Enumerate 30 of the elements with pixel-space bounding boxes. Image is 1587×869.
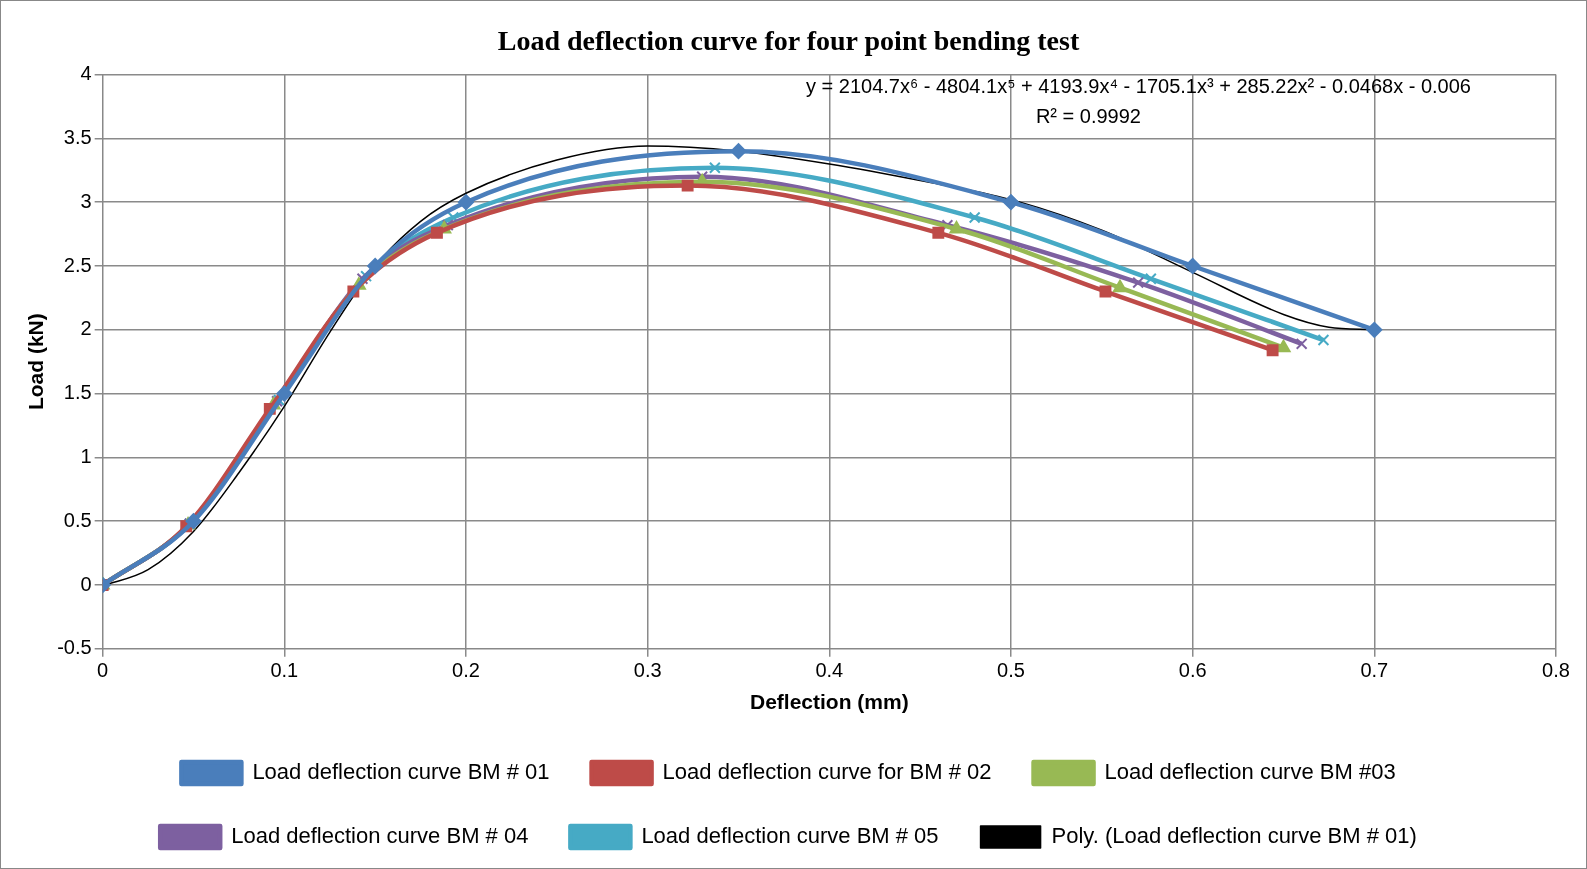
x-tick-label: 0 (97, 659, 109, 682)
legend-label: Load deflection curve BM # 01 (252, 759, 550, 785)
y-tick-label: 4 (80, 62, 92, 85)
x-tick-label: 0.5 (997, 659, 1025, 682)
x-tick-label: 0.8 (1542, 659, 1570, 682)
x-tick-label: 0.2 (452, 659, 480, 682)
y-tick-label: 1 (80, 444, 92, 467)
y-tick-label: 3 (80, 189, 92, 212)
y-tick-label: 2 (80, 317, 92, 340)
legend-label: Load deflection curve BM # 04 (231, 823, 529, 849)
y-tick-label: 3.5 (63, 125, 92, 148)
y-axis-title: Load (kN) (24, 313, 48, 411)
legend-label: Load deflection curve BM #03 (1104, 759, 1396, 785)
y-tick-label: 0.5 (63, 508, 92, 531)
y-tick-label: 2.5 (63, 253, 92, 276)
x-tick-label: 0.6 (1178, 659, 1207, 682)
y-tick-label: 0 (80, 572, 92, 595)
legend-label: Load deflection curve BM # 05 (641, 823, 939, 849)
x-axis-title: Deflection (mm) (749, 690, 909, 714)
y-tick-label: 1.5 (63, 381, 92, 404)
annotation: y = 2104.7x⁶ - 4804.1x⁵ + 4193.9x⁴ - 1705.1x³ + 285.22x² - 0.0468x - 0.006 (806, 75, 1471, 98)
chart-title: Load deflection curve for four point bending test (497, 25, 1080, 57)
x-tick-label: 0.7 (1360, 659, 1389, 682)
x-tick-label: 0.3 (633, 659, 662, 682)
x-tick-label: 0.4 (815, 659, 844, 682)
x-tick-label: 0.1 (270, 659, 299, 682)
legend-label: Load deflection curve for BM # 02 (662, 759, 992, 785)
legend-label: Poly. (Load deflection curve BM # 01) (1051, 823, 1417, 849)
y-tick-label: -0.5 (57, 636, 92, 659)
annotation: R² = 0.9992 (1035, 105, 1141, 128)
